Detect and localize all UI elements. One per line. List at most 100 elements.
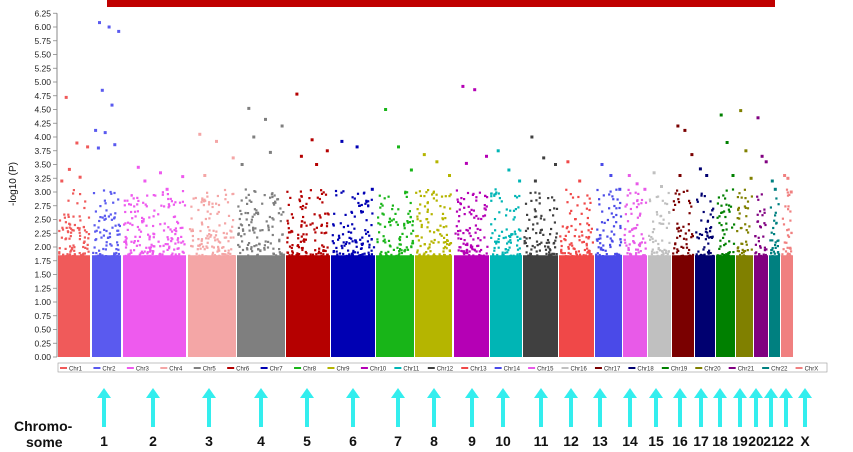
data-point [83, 236, 86, 239]
top-hit-point [783, 174, 787, 177]
data-point [299, 240, 302, 243]
data-point [464, 251, 467, 254]
data-point [518, 247, 521, 250]
data-point [357, 201, 360, 205]
data-point [239, 251, 242, 255]
legend-item: Chr8 [294, 367, 317, 373]
data-point [205, 245, 208, 248]
data-point [335, 250, 338, 253]
legend-item: Chr3 [126, 367, 150, 373]
data-point [267, 256, 271, 259]
data-point [660, 253, 663, 256]
data-point [399, 243, 402, 246]
legend-item: Chr15 [528, 367, 554, 373]
data-point [432, 191, 435, 194]
data-point [636, 248, 640, 251]
data-point [685, 246, 689, 249]
data-point [263, 244, 266, 247]
data-point [528, 237, 531, 240]
data-point [108, 235, 112, 239]
data-point [763, 222, 766, 225]
data-point [702, 248, 705, 251]
top-hit-point [310, 138, 314, 142]
data-point [325, 225, 329, 228]
data-point [455, 225, 458, 228]
data-point [763, 208, 766, 211]
data-point [610, 212, 613, 215]
data-point [776, 245, 779, 248]
data-point [133, 249, 136, 252]
data-point [428, 230, 432, 233]
data-point [717, 196, 720, 199]
data-point [516, 244, 519, 247]
data-point [444, 217, 447, 220]
data-point [710, 226, 713, 229]
data-point [361, 256, 364, 259]
data-point [442, 256, 446, 259]
data-point [426, 210, 429, 213]
data-point [531, 244, 534, 248]
legend-label: Chr17 [604, 367, 621, 373]
legend: Chr1 Chr2 Chr3 Chr4 Chr5 Chr6 Chr7 Chr8 Chr9 Chr1… [57, 362, 828, 373]
data-point [428, 246, 431, 249]
data-point [425, 191, 428, 194]
data-point [640, 241, 643, 244]
data-point [201, 255, 205, 258]
legend-item: Chr17 [594, 367, 621, 373]
data-point [582, 254, 585, 257]
data-point [577, 195, 580, 199]
data-point [321, 256, 324, 259]
top-hit-point [268, 150, 272, 154]
data-point [568, 243, 571, 246]
data-point [123, 199, 126, 202]
data-point [721, 211, 724, 214]
data-point [604, 256, 607, 259]
data-point [756, 195, 759, 198]
top-hit-point [86, 145, 90, 149]
data-point [644, 247, 647, 250]
data-point [642, 237, 645, 240]
data-point [416, 234, 419, 238]
data-point [324, 249, 327, 253]
data-point [610, 239, 613, 242]
data-point [651, 231, 654, 234]
data-point [188, 254, 191, 257]
data-point [738, 192, 741, 195]
series-Chr18 [695, 167, 715, 357]
data-point [567, 230, 570, 233]
data-point [147, 233, 150, 236]
data-point [296, 244, 299, 247]
data-point [772, 250, 775, 253]
arrow-head [779, 388, 793, 398]
data-point [341, 233, 345, 236]
data-point [408, 210, 411, 213]
data-point [79, 193, 82, 196]
data-point [279, 253, 282, 256]
data-point [472, 238, 475, 241]
data-point [555, 236, 558, 239]
data-point [392, 218, 395, 221]
data-point [367, 204, 370, 207]
series-Chr13 [559, 160, 594, 357]
top-hit-point [295, 92, 299, 96]
data-point [695, 231, 698, 234]
data-point [416, 251, 419, 254]
data-point [491, 232, 494, 235]
data-point [738, 217, 741, 220]
data-point [613, 255, 616, 258]
data-point [271, 225, 274, 228]
data-point [300, 224, 303, 227]
data-point [711, 209, 714, 212]
data-point [215, 202, 218, 205]
data-point [506, 251, 509, 254]
data-point [351, 254, 354, 257]
data-point [703, 246, 706, 249]
top-hit-point [485, 154, 488, 158]
data-point [109, 190, 112, 194]
data-point [505, 214, 508, 217]
data-point [687, 223, 690, 226]
data-point [206, 191, 209, 194]
data-point [102, 257, 106, 260]
data-point [202, 245, 205, 248]
data-point [320, 231, 323, 234]
